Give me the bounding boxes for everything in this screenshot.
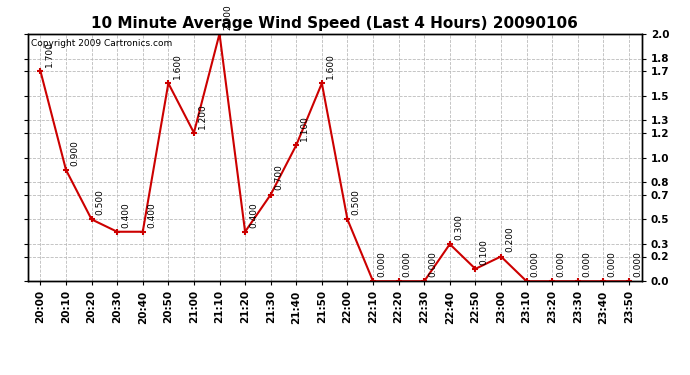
Text: 0.000: 0.000 [582,251,591,277]
Text: 0.200: 0.200 [505,226,514,252]
Text: 0.000: 0.000 [531,251,540,277]
Text: 0.500: 0.500 [96,189,105,215]
Text: 1.200: 1.200 [198,103,207,129]
Text: 0.100: 0.100 [480,239,489,265]
Text: 0.700: 0.700 [275,165,284,190]
Title: 10 Minute Average Wind Speed (Last 4 Hours) 20090106: 10 Minute Average Wind Speed (Last 4 Hou… [91,16,578,31]
Text: 0.400: 0.400 [121,202,130,228]
Text: 2.000: 2.000 [224,4,233,30]
Text: 1.100: 1.100 [300,115,309,141]
Text: 0.500: 0.500 [352,189,361,215]
Text: 0.000: 0.000 [377,251,386,277]
Text: 0.900: 0.900 [70,140,79,166]
Text: 0.000: 0.000 [428,251,437,277]
Text: 0.400: 0.400 [249,202,258,228]
Text: 1.600: 1.600 [326,53,335,79]
Text: 0.000: 0.000 [607,251,616,277]
Text: 0.000: 0.000 [633,251,642,277]
Text: 0.000: 0.000 [403,251,412,277]
Text: 0.300: 0.300 [454,214,463,240]
Text: 0.400: 0.400 [147,202,156,228]
Text: 1.700: 1.700 [45,41,54,67]
Text: Copyright 2009 Cartronics.com: Copyright 2009 Cartronics.com [30,39,172,48]
Text: 0.000: 0.000 [556,251,565,277]
Text: 1.600: 1.600 [172,53,181,79]
